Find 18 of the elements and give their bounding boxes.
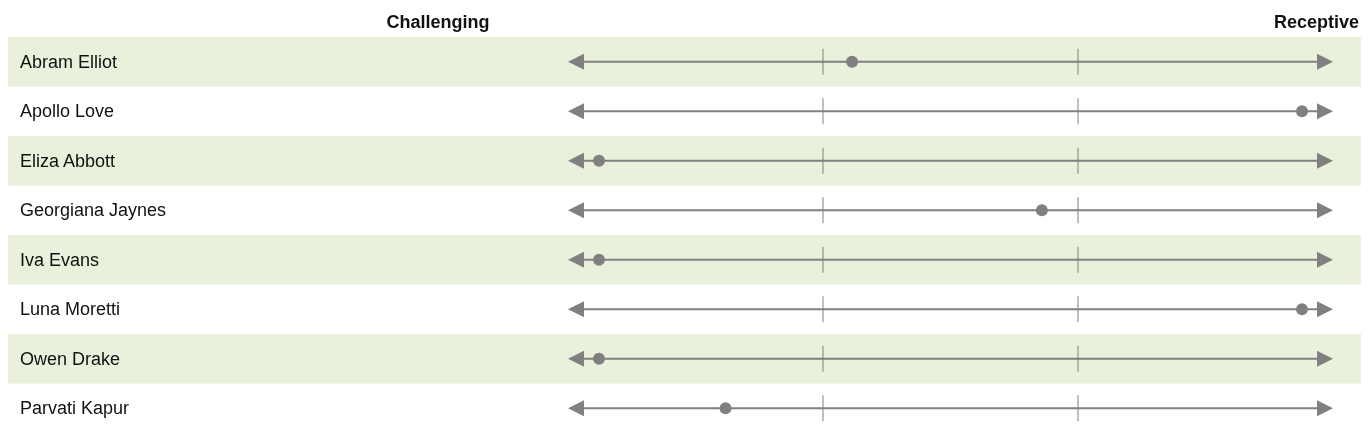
y-tick-label: Parvati Kapur [20, 398, 130, 419]
y-tick-label: Owen Drake [20, 348, 121, 369]
text: Challenging [386, 12, 490, 32]
point [593, 253, 605, 266]
point [1035, 204, 1048, 217]
y-tick-label: Apollo Love [20, 101, 115, 122]
text: Receptive [1273, 12, 1359, 32]
y-tick-label: Luna Moretti [20, 299, 121, 320]
point [719, 402, 732, 415]
y-tick-label: Georgiana Jaynes [20, 200, 167, 221]
y-tick-label: Eliza Abbott [20, 150, 116, 171]
point [1296, 303, 1308, 316]
point [593, 352, 605, 365]
point [846, 55, 859, 68]
point [593, 154, 605, 167]
y-tick-label: Iva Evans [20, 249, 100, 270]
point [1296, 105, 1308, 118]
y-tick-label: Abram Elliot [20, 51, 118, 72]
